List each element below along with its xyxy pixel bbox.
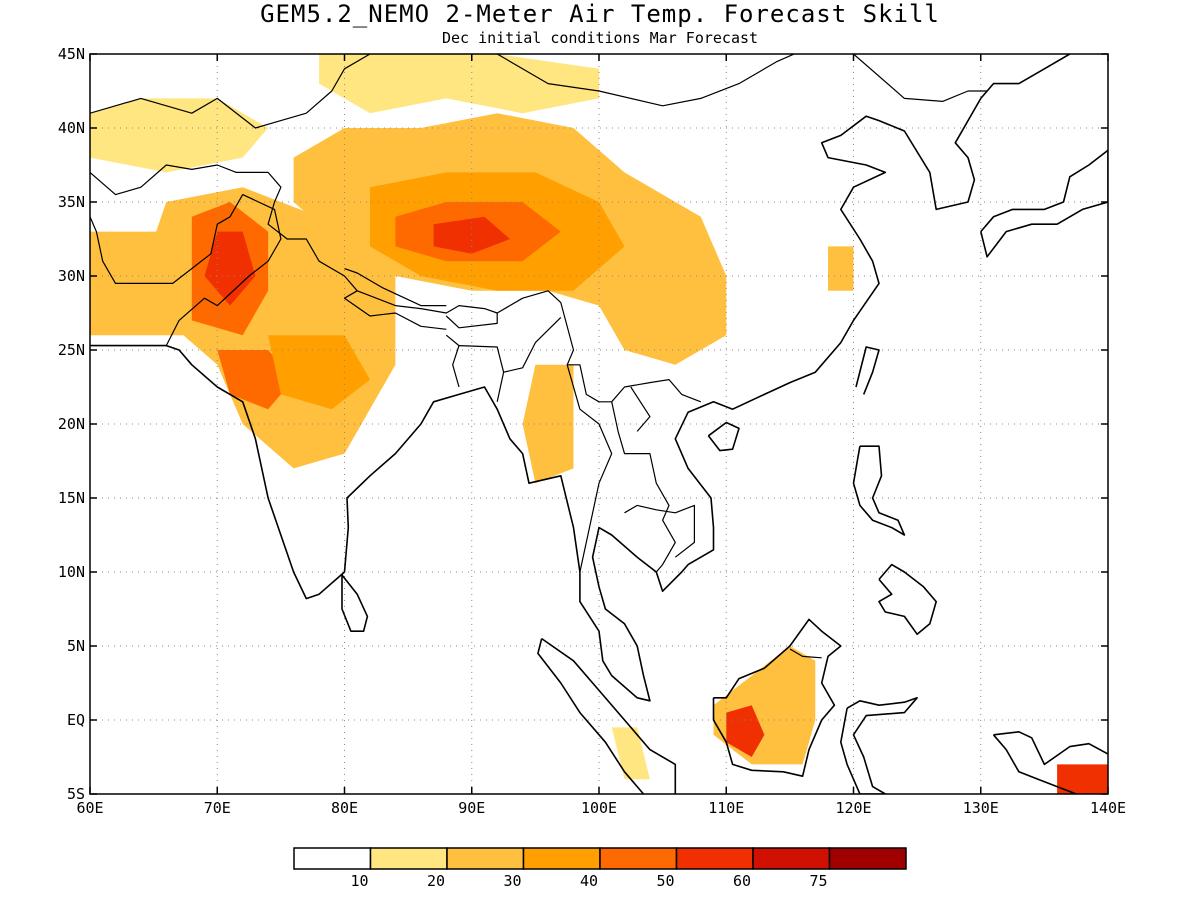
chart-title: GEM5.2_NEMO 2-Meter Air Temp. Forecast S… xyxy=(260,0,940,28)
coastline xyxy=(712,618,842,778)
coastlines-layer xyxy=(90,54,1108,794)
colorbar-swatch xyxy=(675,847,754,870)
lat-tick-label: EQ xyxy=(67,711,85,729)
colorbar-label: 10 xyxy=(350,872,368,890)
coastline xyxy=(674,793,676,794)
colorbar-swatch xyxy=(446,847,525,870)
coastline xyxy=(855,346,880,395)
country-border xyxy=(496,54,988,107)
coastline xyxy=(839,696,918,794)
coastline xyxy=(993,730,1108,766)
lat-tick-label: 20N xyxy=(58,415,85,433)
colorbar-label: 60 xyxy=(733,872,751,890)
lon-tick-label: 70E xyxy=(204,799,231,817)
coastline xyxy=(341,574,369,633)
colorbar: 10 20 30 40 50 60 75 xyxy=(293,847,907,890)
skill-region-mongolia-north xyxy=(319,54,599,114)
skill-shading-layer xyxy=(90,54,1108,794)
country-border xyxy=(624,504,696,558)
coastline xyxy=(992,734,1077,794)
country-borders-layer xyxy=(90,54,988,659)
lat-tick-label: 35N xyxy=(58,193,85,211)
skill-region-borneo xyxy=(713,646,816,765)
lat-tick-label: 45N xyxy=(58,45,85,63)
country-border xyxy=(458,345,505,402)
country-border xyxy=(90,194,282,346)
country-border xyxy=(789,648,822,659)
colorbar-label: 20 xyxy=(427,872,445,890)
colorbar-swatch xyxy=(599,847,678,870)
country-border xyxy=(630,386,651,432)
country-border xyxy=(90,164,702,403)
skill-region-china-east xyxy=(828,246,854,291)
lat-tick-label: 15N xyxy=(58,489,85,507)
country-border xyxy=(566,364,613,573)
colorbar-swatch xyxy=(752,847,831,870)
skill-region-sumatra-south xyxy=(611,727,650,780)
skill-region-borneo-core xyxy=(726,705,765,757)
country-border xyxy=(445,334,460,388)
lat-tick-label: 30N xyxy=(58,267,85,285)
skill-region-tibet-center xyxy=(433,216,510,254)
colorbar-swatch xyxy=(828,847,907,870)
lon-tick-label: 80E xyxy=(331,799,358,817)
lon-tick-label: 130E xyxy=(963,799,999,817)
skill-region-new-guinea xyxy=(1057,764,1108,794)
colorbar-swatch xyxy=(293,847,372,870)
colorbar-label: 40 xyxy=(580,872,598,890)
skill-region-central-asia-west xyxy=(90,98,269,173)
lon-tick-label: 100E xyxy=(581,799,617,817)
lon-tick-label: 120E xyxy=(835,799,871,817)
coastline xyxy=(649,793,652,794)
coastline xyxy=(852,445,906,536)
colorbar-swatch xyxy=(522,847,601,870)
lon-tick-label: 110E xyxy=(708,799,744,817)
colorbar-swatch xyxy=(369,847,448,870)
chart-subtitle: Dec initial conditions Mar Forecast xyxy=(441,29,759,47)
country-border xyxy=(503,316,562,373)
colorbar-label: 75 xyxy=(809,872,827,890)
coastline xyxy=(980,149,1108,258)
country-border xyxy=(611,401,676,573)
skill-region-pakistan-max xyxy=(204,231,256,306)
colorbar-label: 50 xyxy=(656,872,674,890)
lat-tick-label: 40N xyxy=(58,119,85,137)
lon-tick-label: 60E xyxy=(76,799,103,817)
country-border xyxy=(343,290,447,330)
lat-tick-label: 5S xyxy=(67,785,85,803)
country-border xyxy=(445,313,498,329)
lon-tick-label: 90E xyxy=(458,799,485,817)
coastline xyxy=(541,637,677,794)
lat-tick-label: 10N xyxy=(58,563,85,581)
coastline xyxy=(90,54,1071,702)
lon-tick-label: 140E xyxy=(1090,799,1126,817)
country-border xyxy=(344,268,447,307)
coastline xyxy=(878,563,938,636)
lat-tick-label: 5N xyxy=(67,637,85,655)
coastline xyxy=(707,421,740,452)
skill-region-myanmar xyxy=(522,364,574,484)
coastline xyxy=(537,638,645,794)
colorbar-label: 30 xyxy=(503,872,521,890)
country-border xyxy=(90,54,371,129)
lat-tick-label: 25N xyxy=(58,341,85,359)
